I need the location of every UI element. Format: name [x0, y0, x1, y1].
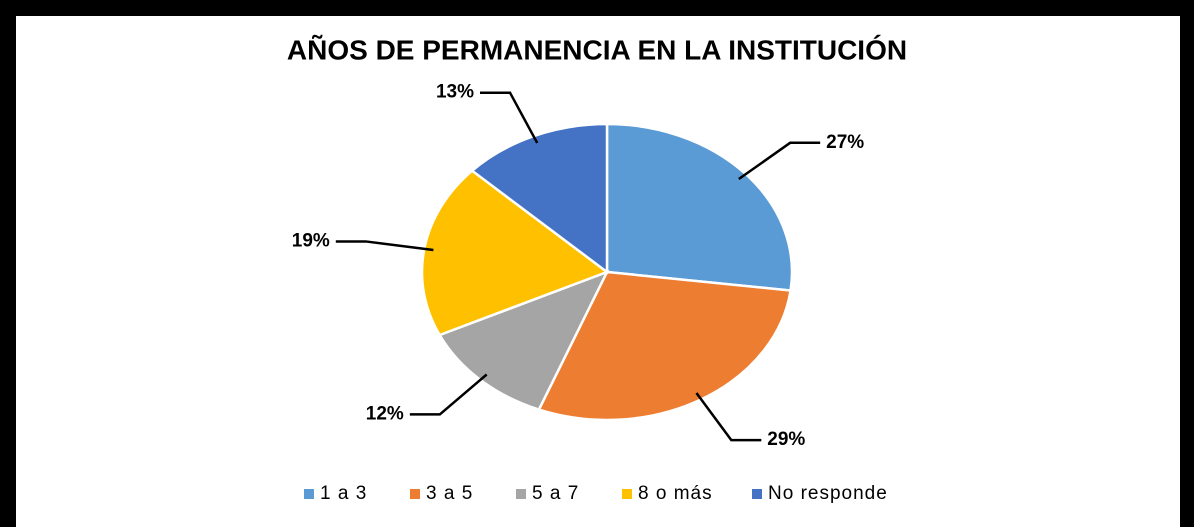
- legend-swatch: [304, 489, 314, 499]
- legend-swatch: [410, 489, 420, 499]
- leader-line: [335, 240, 434, 252]
- leader-line: [738, 141, 821, 181]
- leader-line: [409, 373, 488, 416]
- leader-line: [480, 91, 539, 144]
- data-label: 13%: [436, 82, 474, 103]
- data-label: 12%: [366, 403, 404, 424]
- legend-swatch: [516, 489, 526, 499]
- legend-label: 1 a 3: [320, 483, 367, 504]
- legend-swatch: [752, 489, 762, 499]
- legend-label: No responde: [768, 483, 888, 504]
- legend-label: 3 a 5: [426, 483, 473, 504]
- legend-label: 8 o más: [638, 483, 713, 504]
- legend-swatch: [622, 489, 632, 499]
- legend-label: 5 a 7: [532, 483, 579, 504]
- leader-line: [695, 392, 762, 442]
- chart-title: AÑOS DE PERMANENCIA EN LA INSTITUCIÓN: [287, 34, 907, 65]
- data-label: 19%: [292, 230, 330, 251]
- data-label: 29%: [767, 429, 805, 450]
- data-label: 27%: [826, 132, 864, 153]
